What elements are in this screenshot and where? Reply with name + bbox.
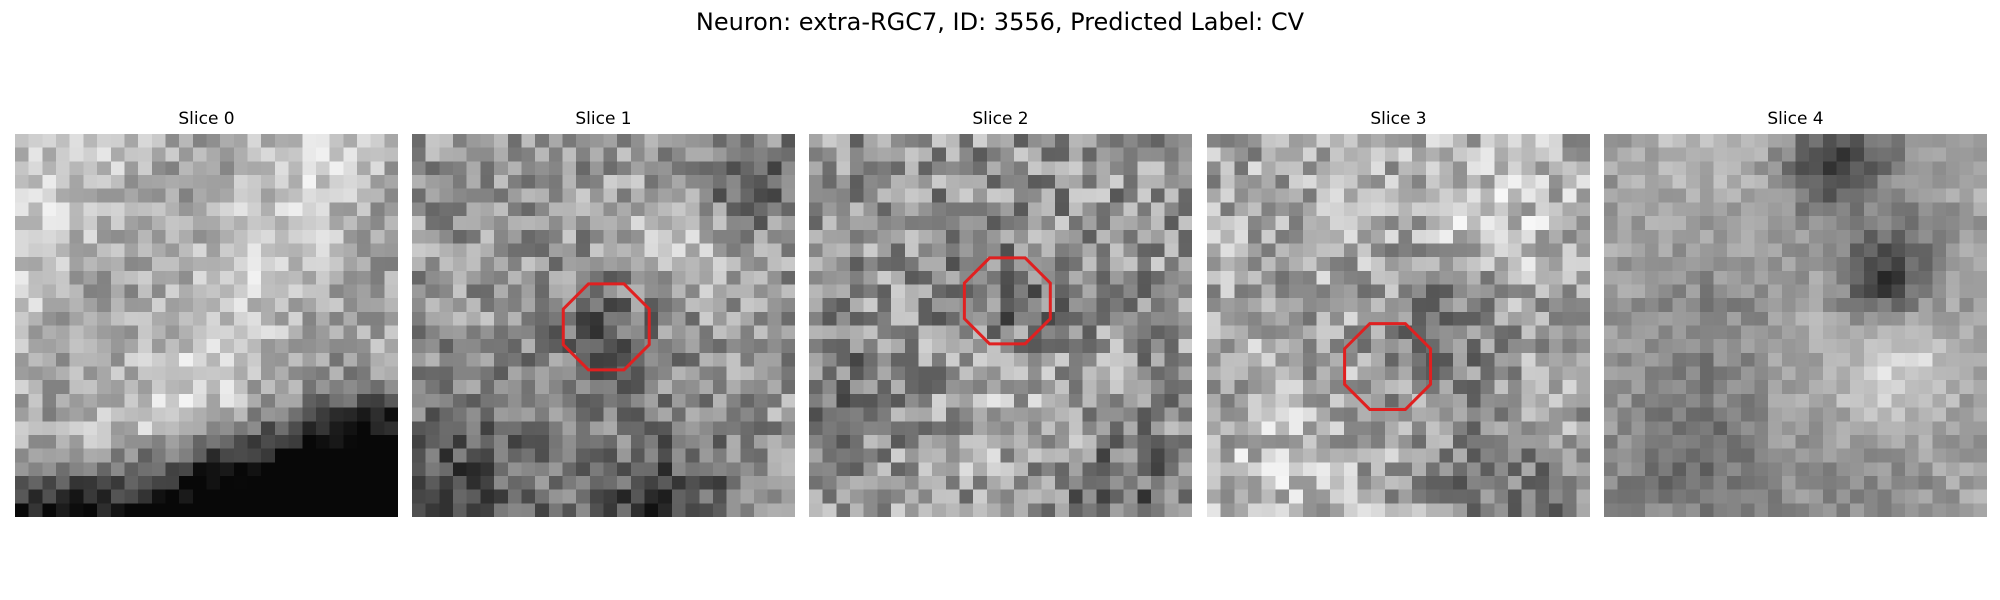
slice-1-title: Slice 1 [575, 109, 632, 129]
slice-2-pixels [809, 134, 1192, 517]
slice-0-pixels [15, 134, 398, 517]
slice-2-roi-outline [962, 256, 1052, 346]
slice-2-image [809, 134, 1192, 517]
slice-0-title: Slice 0 [178, 109, 235, 129]
slice-3-pixels [1207, 134, 1590, 517]
slice-0-image [15, 134, 398, 517]
slice-4-image [1604, 134, 1987, 517]
slice-2-title: Slice 2 [972, 109, 1029, 129]
slice-4-pixels [1604, 134, 1987, 517]
slice-3-image [1207, 134, 1590, 517]
slice-3-roi-outline [1343, 322, 1433, 412]
slice-1-pixels [412, 134, 795, 517]
slice-3-title: Slice 3 [1370, 109, 1427, 129]
slice-4-title: Slice 4 [1767, 109, 1824, 129]
slice-1-image [412, 134, 795, 517]
slice-1-roi-outline [561, 282, 651, 372]
figure-title: Neuron: extra-RGC7, ID: 3556, Predicted … [695, 8, 1305, 36]
